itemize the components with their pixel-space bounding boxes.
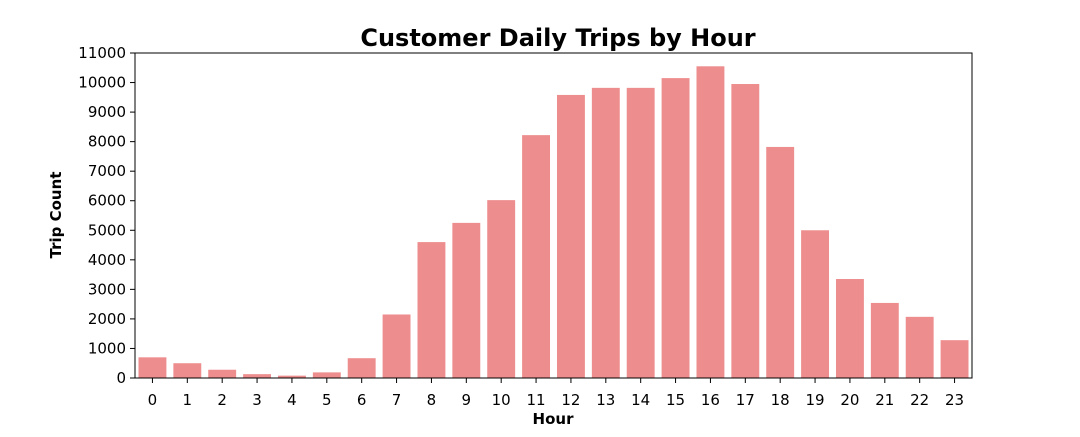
x-tick-label: 16 bbox=[701, 391, 720, 409]
bar-hour-12 bbox=[556, 94, 585, 378]
x-tick-label: 13 bbox=[596, 391, 615, 409]
bar-hour-13 bbox=[591, 87, 620, 379]
x-tick-label: 10 bbox=[492, 391, 511, 409]
x-tick-label: 14 bbox=[631, 391, 650, 409]
bar-hour-8 bbox=[417, 242, 446, 378]
x-tick-label: 22 bbox=[910, 391, 929, 409]
y-tick-label: 8000 bbox=[88, 133, 126, 151]
bar-hour-1 bbox=[173, 363, 202, 378]
x-tick-label: 8 bbox=[427, 391, 437, 409]
y-tick-label: 10000 bbox=[78, 74, 126, 92]
bar-hour-7 bbox=[382, 314, 411, 378]
bar-hour-9 bbox=[452, 222, 481, 378]
x-tick-label: 19 bbox=[806, 391, 825, 409]
x-tick-label: 6 bbox=[357, 391, 367, 409]
x-tick-label: 1 bbox=[183, 391, 193, 409]
bar-hour-16 bbox=[696, 66, 725, 379]
bar-hour-11 bbox=[522, 135, 551, 378]
bar-hour-22 bbox=[905, 316, 934, 378]
bar-hour-6 bbox=[347, 358, 376, 378]
x-tick-label: 5 bbox=[322, 391, 332, 409]
y-ticks-group: 0 1000 2000 3000 4000 5000 6000 7000 8000 9000 100… bbox=[78, 44, 135, 387]
x-tick-label: 9 bbox=[462, 391, 472, 409]
bar-hour-0 bbox=[138, 357, 167, 378]
y-tick-label: 6000 bbox=[88, 192, 126, 210]
x-tick-label: 15 bbox=[666, 391, 685, 409]
x-tick-label: 23 bbox=[945, 391, 964, 409]
bar-hour-10 bbox=[487, 200, 516, 378]
bar-hour-21 bbox=[870, 302, 899, 378]
bar-hour-4 bbox=[277, 375, 306, 378]
bar-hour-3 bbox=[243, 374, 272, 378]
x-tick-label: 0 bbox=[148, 391, 158, 409]
bar-hour-18 bbox=[766, 146, 795, 378]
x-tick-label: 4 bbox=[287, 391, 297, 409]
bar-hour-19 bbox=[801, 230, 830, 378]
bar-hour-20 bbox=[835, 279, 864, 378]
y-axis-label: Trip Count bbox=[47, 172, 65, 259]
bar-hour-14 bbox=[626, 87, 655, 379]
y-tick-label: 9000 bbox=[88, 103, 126, 121]
y-tick-label: 5000 bbox=[88, 221, 126, 239]
x-tick-label: 2 bbox=[217, 391, 227, 409]
bar-hour-23 bbox=[940, 340, 969, 378]
y-tick-label: 0 bbox=[116, 369, 126, 387]
y-tick-label: 7000 bbox=[88, 162, 126, 180]
x-tick-label: 12 bbox=[561, 391, 580, 409]
x-tick-label: 11 bbox=[527, 391, 546, 409]
y-tick-label: 2000 bbox=[88, 310, 126, 328]
y-tick-label: 11000 bbox=[78, 44, 126, 62]
y-tick-label: 3000 bbox=[88, 280, 126, 298]
plot-frame bbox=[134, 52, 973, 379]
x-tick-label: 7 bbox=[392, 391, 402, 409]
y-tick-label: 4000 bbox=[88, 251, 126, 269]
x-tick-label: 20 bbox=[840, 391, 859, 409]
bar-hour-15 bbox=[661, 78, 690, 379]
x-ticks-group: 0 1 2 3 4 5 6 7 8 9 10 11 12 13 14 15 16 17 18 19 20 21 22 23 bbox=[148, 378, 964, 409]
chart-title: Customer Daily Trips by Hour bbox=[360, 24, 755, 52]
x-tick-label: 21 bbox=[875, 391, 894, 409]
bar-hour-5 bbox=[312, 372, 341, 378]
bar-hour-17 bbox=[731, 84, 760, 379]
bars-group bbox=[138, 66, 969, 379]
x-tick-label: 3 bbox=[252, 391, 262, 409]
y-tick-label: 1000 bbox=[88, 339, 126, 357]
x-tick-label: 17 bbox=[736, 391, 755, 409]
x-tick-label: 18 bbox=[771, 391, 790, 409]
x-axis-label: Hour bbox=[533, 410, 575, 428]
bar-hour-2 bbox=[208, 369, 237, 378]
